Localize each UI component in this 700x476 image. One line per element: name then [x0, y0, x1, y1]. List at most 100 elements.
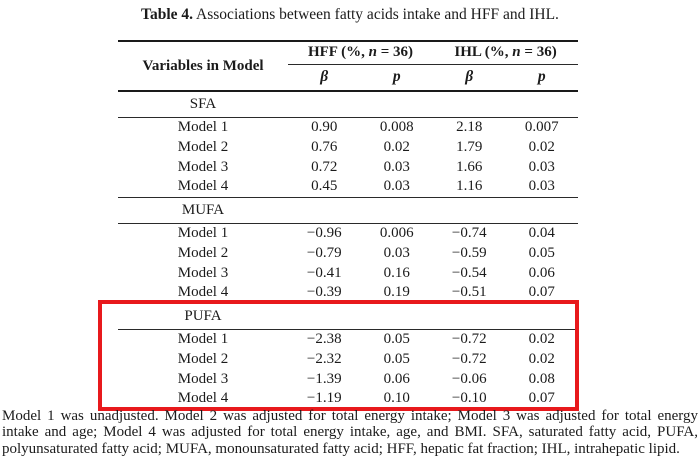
table-row: Model 3 −0.41 0.16 −0.54 0.06 — [118, 263, 578, 283]
table-subheader-row: β p β p — [118, 64, 579, 92]
cell-p-ihl: 0.007 — [524, 118, 559, 135]
cell-beta-ihl: 1.16 — [456, 178, 483, 195]
cell-p-ihl: 0.07 — [528, 390, 555, 406]
cell-p-ihl: 0.02 — [528, 330, 555, 347]
cell-beta-hff: −0.79 — [306, 244, 342, 261]
cell-p-ihl: 0.05 — [528, 244, 555, 261]
cell-p-hff: 0.03 — [383, 158, 410, 175]
empty-cell — [360, 196, 434, 224]
cell-p-ihl: 0.03 — [528, 158, 555, 175]
section-header-pufa: PUFA — [118, 302, 579, 330]
table-row: Model 1 0.90 0.008 2.18 0.007 — [118, 117, 578, 137]
table-row: Model 4 −0.39 0.19 −0.51 0.07 — [118, 283, 578, 303]
cell-beta-ihl: −0.51 — [451, 284, 487, 301]
cell-beta-hff: 0.72 — [311, 158, 338, 175]
row-label: Model 3 — [177, 158, 229, 175]
empty-cell — [433, 196, 506, 224]
table-row: Model 2 0.76 0.02 1.79 0.02 — [118, 137, 578, 157]
table-row: Model 1 −2.38 0.05 −0.72 0.02 — [118, 329, 578, 349]
cell-beta-ihl: −0.54 — [451, 264, 487, 281]
associations-table: Variables in Model HFF (%, n = 36) IHL (… — [118, 40, 579, 410]
table-row: Model 1 −0.96 0.006 −0.74 0.04 — [118, 223, 578, 243]
section-label: PUFA — [118, 302, 288, 330]
cell-beta-hff: 0.45 — [311, 178, 338, 195]
empty-cell — [360, 90, 434, 118]
row-label: Model 4 — [177, 390, 229, 406]
cell-beta-hff: 0.90 — [311, 118, 338, 135]
cell-p-ihl: 0.02 — [528, 138, 555, 155]
cell-beta-hff: −0.41 — [306, 264, 342, 281]
row-label: Model 4 — [177, 284, 229, 301]
table-caption-label: Table 4. — [141, 6, 194, 23]
table-group-header-row: Variables in Model HFF (%, n = 36) IHL (… — [118, 41, 579, 92]
row-label: Model 1 — [177, 118, 229, 135]
cell-beta-hff: −1.19 — [306, 390, 342, 406]
cell-p-hff: 0.05 — [383, 330, 410, 347]
empty-cell — [433, 302, 506, 330]
empty-cell — [360, 302, 434, 330]
empty-cell — [288, 196, 361, 224]
subheader-beta-ihl: β — [433, 64, 506, 92]
row-label: Model 2 — [177, 244, 229, 261]
hff-group-prefix: HFF (%, — [307, 44, 369, 61]
column-group-ihl: IHL (%, n = 36) — [433, 41, 579, 65]
table-footnote: Model 1 was unadjusted. Model 2 was adju… — [2, 408, 698, 457]
cell-p-hff: 0.03 — [383, 178, 410, 195]
cell-beta-hff: −2.32 — [306, 350, 342, 367]
empty-cell — [505, 196, 579, 224]
section-header-mufa: MUFA — [118, 196, 579, 224]
cell-beta-ihl: −0.10 — [451, 390, 487, 406]
hff-group-suffix: = 36) — [377, 44, 414, 61]
section-label: MUFA — [118, 196, 288, 224]
ihl-group-prefix: IHL (%, — [454, 44, 513, 61]
cell-beta-ihl: −0.06 — [451, 370, 487, 387]
table-row: Model 4 0.45 0.03 1.16 0.03 — [118, 177, 578, 197]
cell-p-ihl: 0.07 — [528, 284, 555, 301]
row-label: Model 1 — [177, 330, 229, 347]
subheader-beta-hff: β — [288, 64, 361, 92]
cell-beta-ihl: −0.74 — [451, 224, 487, 241]
cell-p-hff: 0.19 — [383, 284, 410, 301]
cell-p-ihl: 0.06 — [528, 264, 555, 281]
row-label: Model 2 — [177, 138, 229, 155]
table-row: Model 4 −1.19 0.10 −0.10 0.07 — [118, 389, 578, 409]
column-header-variables: Variables in Model — [118, 41, 288, 92]
section-pufa: PUFA Model 1 −2.38 0.05 −0.72 0.02 Model… — [118, 302, 579, 409]
table-row: Model 2 −2.32 0.05 −0.72 0.02 — [118, 349, 578, 369]
cell-p-hff: 0.10 — [383, 390, 410, 406]
cell-beta-hff: −2.38 — [306, 330, 342, 347]
table-row: Model 2 −0.79 0.03 −0.59 0.05 — [118, 243, 578, 263]
subheader-p-hff: p — [360, 64, 434, 92]
empty-cell — [505, 90, 579, 118]
cell-beta-ihl: 1.66 — [456, 158, 483, 175]
table-row: Model 3 −1.39 0.06 −0.06 0.08 — [118, 369, 578, 389]
cell-p-hff: 0.16 — [383, 264, 410, 281]
row-label: Model 3 — [177, 264, 229, 281]
hff-group-n: n — [368, 44, 377, 61]
cell-p-ihl: 0.02 — [528, 350, 555, 367]
cell-p-hff: 0.008 — [379, 118, 414, 135]
section-header-sfa: SFA — [118, 90, 579, 118]
empty-cell — [505, 302, 579, 330]
empty-cell — [288, 302, 361, 330]
subheader-p-ihl: p — [505, 64, 579, 92]
cell-p-hff: 0.03 — [383, 244, 410, 261]
table-row: Model 3 0.72 0.03 1.66 0.03 — [118, 157, 578, 177]
cell-beta-ihl: 2.18 — [456, 118, 483, 135]
section-mufa: MUFA Model 1 −0.96 0.006 −0.74 0.04 Mode… — [118, 196, 579, 303]
cell-p-hff: 0.02 — [383, 138, 410, 155]
cell-p-hff: 0.06 — [383, 370, 410, 387]
cell-beta-hff: −0.39 — [306, 284, 342, 301]
row-label: Model 3 — [177, 370, 229, 387]
section-sfa: SFA Model 1 0.90 0.008 2.18 0.007 Model … — [118, 90, 579, 197]
cell-p-ihl: 0.08 — [528, 370, 555, 387]
cell-beta-ihl: −0.72 — [451, 330, 487, 347]
cell-beta-hff: −0.96 — [306, 224, 342, 241]
cell-p-hff: 0.006 — [379, 224, 414, 241]
row-label: Model 2 — [177, 350, 229, 367]
cell-beta-hff: 0.76 — [311, 138, 338, 155]
cell-beta-ihl: 1.79 — [456, 138, 483, 155]
cell-beta-ihl: −0.72 — [451, 350, 487, 367]
cell-beta-hff: −1.39 — [306, 370, 342, 387]
